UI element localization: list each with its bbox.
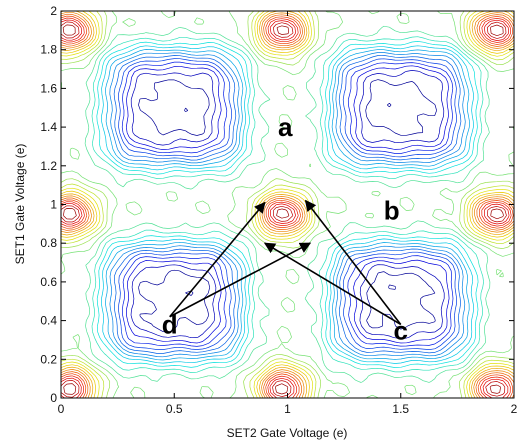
contour-level [118,58,457,350]
y-tick-label: 0.2 [40,352,57,366]
contour-level [61,11,514,398]
x-tick-label: 0.5 [166,402,183,416]
contour-level [109,52,466,358]
contour-level [96,41,479,368]
contour-level [84,25,491,383]
contour-level [61,11,514,398]
contour-level [61,21,507,398]
y-axis-label: SET1 Gate Voltage (e) [13,144,27,265]
arrow-from-d [169,242,312,318]
contour-level [61,11,514,398]
y-tick-label: 2 [50,4,57,18]
annotation-d: d [162,309,178,339]
annotation-b: b [384,195,400,225]
contour-level [121,61,454,347]
contour-level [61,19,510,398]
y-tick-label: 1.8 [40,43,57,57]
y-tick-label: 0.6 [40,275,57,289]
contour-level [61,17,512,398]
contour-level [130,70,445,340]
x-axis: 0 0.5 1 1.5 2 [58,11,518,416]
x-tick-label: 1 [284,402,291,416]
contour-level [125,65,450,344]
contour-level [113,55,462,354]
annotation-a: a [278,112,293,142]
y-tick-label: 0.8 [40,236,57,250]
y-tick-label: 0.4 [40,314,57,328]
contour-lines [61,11,514,398]
y-tick-label: 1 [50,198,57,212]
y-tick-label: 1.4 [40,120,57,134]
annotation-labels: a b c d [162,112,408,345]
plot-background [61,11,514,398]
y-tick-label: 1.2 [40,159,57,173]
contour-level [105,49,470,361]
x-tick-label: 0 [58,402,65,416]
arrow-from-c [263,242,402,326]
contour-level [61,11,514,398]
x-tick-label: 2 [511,402,518,416]
contour-level [138,79,437,333]
contour-level [61,13,514,398]
contour-level [61,11,514,398]
arrow-from-d [169,201,266,318]
y-axis: 0 0.2 0.4 0.6 0.8 1 1.2 1.4 1.6 1.8 2 [40,4,514,405]
contour-level [101,45,475,364]
y-tick-label: 0 [50,391,57,405]
contour-level [91,36,484,373]
annotation-arrows [169,199,402,326]
x-axis-label: SET2 Gate Voltage (e) [227,426,348,440]
y-tick-label: 1.6 [40,81,57,95]
annotation-c: c [394,315,408,345]
arrow-from-c [304,199,402,325]
x-tick-label: 1.5 [392,402,409,416]
contour-level [62,24,504,395]
